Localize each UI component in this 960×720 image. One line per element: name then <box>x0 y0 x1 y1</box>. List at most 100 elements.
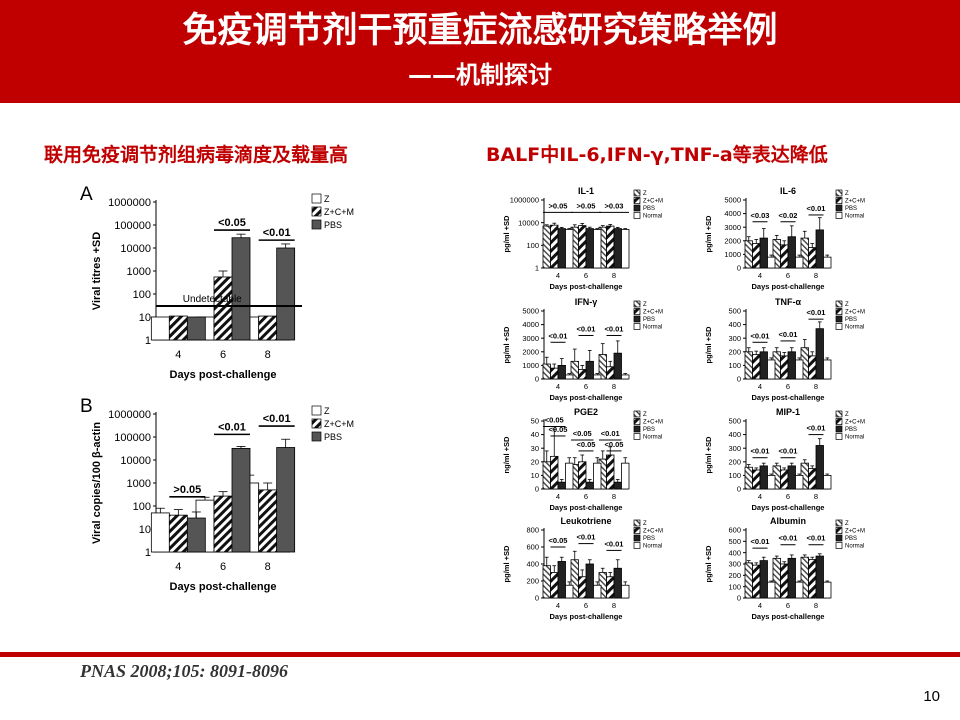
legend-swatch <box>835 315 843 323</box>
bar <box>621 229 630 269</box>
bar <box>593 229 602 269</box>
bar <box>557 481 566 490</box>
y-axis-label: ng/ml +SD <box>502 436 511 473</box>
y-tick-label: 2000 <box>522 347 539 356</box>
bar <box>186 517 206 553</box>
y-tick-label: 0 <box>737 264 741 273</box>
bar <box>231 447 251 553</box>
bar <box>744 240 753 269</box>
bar <box>578 369 587 380</box>
p-value-label: <0.01 <box>751 331 770 340</box>
legend-swatch <box>311 193 322 204</box>
legend-swatch <box>633 534 641 542</box>
bar <box>613 481 622 490</box>
bar <box>578 461 587 490</box>
x-tick-label: 4 <box>175 349 181 361</box>
y-tick-label: 0 <box>737 594 741 603</box>
legend-swatch <box>311 431 322 442</box>
chart-pge2: 0 10 20 30 40 50 ng/ml +SD 4 6 8 Days post-challen… <box>502 407 663 512</box>
chart-leukotriene: 0 200 400 600 800 pg/ml +SD 4 6 8 Days post-chall… <box>502 516 663 621</box>
bar <box>780 355 789 380</box>
legend-swatch <box>835 308 843 315</box>
p-value-label: >0.03 <box>605 201 624 210</box>
legend-swatch <box>835 197 843 204</box>
x-axis-label: Days post-challenge <box>752 503 825 512</box>
bar <box>585 481 594 490</box>
bar <box>767 475 776 490</box>
legend-swatch <box>835 425 843 433</box>
bar <box>759 351 768 380</box>
legend-label: Normal <box>845 435 864 441</box>
x-tick-label: 8 <box>265 349 271 361</box>
p-value-label: <0.05 <box>605 440 624 449</box>
legend-swatch <box>311 219 322 230</box>
y-tick-label: 10000 <box>518 218 539 227</box>
x-axis-label: Days post-challenge <box>550 503 623 512</box>
bar <box>186 316 206 341</box>
undetectable-label: Undetectable <box>183 294 242 305</box>
y-tick-label: 10 <box>139 524 151 536</box>
x-tick-label: 6 <box>220 561 226 573</box>
bar <box>744 562 753 599</box>
legend-label: PBS <box>643 206 655 212</box>
bar <box>606 454 615 490</box>
legend-swatch <box>835 519 843 527</box>
y-tick-label: 100 <box>728 471 741 480</box>
title-banner <box>0 0 960 103</box>
y-tick-label: 400 <box>728 430 741 439</box>
x-tick-label: 6 <box>584 601 588 610</box>
y-tick-label: 2000 <box>724 236 741 245</box>
legend-label: Z <box>643 412 647 418</box>
bar <box>787 236 796 269</box>
bar <box>542 363 551 380</box>
y-axis-label: Viral copies/100 β-actin <box>91 422 103 544</box>
bar <box>815 555 824 599</box>
bar <box>550 224 559 269</box>
legend-swatch <box>835 300 843 308</box>
p-value-label: <0.01 <box>751 537 770 546</box>
p-value-label: <0.01 <box>263 227 291 239</box>
x-tick-label: 8 <box>612 492 616 501</box>
y-tick-label: 200 <box>728 347 741 356</box>
legend-swatch <box>835 212 843 219</box>
y-tick-label: 100000 <box>114 220 151 232</box>
x-tick-label: 8 <box>814 492 818 501</box>
bar <box>258 489 278 553</box>
legend-label: Z <box>324 194 330 204</box>
legend-label: Normal <box>643 325 662 331</box>
x-tick-label: 6 <box>584 492 588 501</box>
legend-swatch <box>633 212 641 219</box>
y-tick-label: 300 <box>728 444 741 453</box>
chart-tnf: 0 100 200 300 400 500 pg/ml +SD 4 6 8 Days post-ch… <box>704 297 865 402</box>
legend-swatch <box>835 323 843 330</box>
x-tick-label: 8 <box>612 382 616 391</box>
legend-label: Z+C+M <box>324 419 354 429</box>
p-value-label: <0.05 <box>549 425 568 434</box>
x-tick-label: 6 <box>786 382 790 391</box>
chart-title: Albumin <box>770 516 806 526</box>
p-value-label: <0.03 <box>751 211 770 220</box>
y-axis-label: pg/ml +SD <box>502 215 511 252</box>
legend-label: Z+C+M <box>643 199 663 205</box>
bar <box>542 225 551 269</box>
bar <box>168 514 188 553</box>
bar <box>795 256 804 269</box>
bar <box>231 237 251 341</box>
legend-label: PBS <box>643 317 655 323</box>
bar <box>150 316 170 341</box>
bar <box>550 455 559 490</box>
bar <box>213 276 233 341</box>
x-axis-label: Days post-challenge <box>550 282 623 291</box>
legend-label: Z+C+M <box>643 310 663 316</box>
legend-label: Normal <box>643 435 662 441</box>
legend-label: PBS <box>845 536 857 542</box>
y-tick-label: 300 <box>728 560 741 569</box>
bar <box>213 495 233 553</box>
bar <box>759 465 768 490</box>
legend-swatch <box>633 197 641 204</box>
bar <box>815 445 824 490</box>
x-tick-label: 4 <box>758 382 762 391</box>
bar <box>565 229 574 269</box>
x-tick-label: 8 <box>814 601 818 610</box>
x-axis-label: Days post-challenge <box>170 581 277 593</box>
